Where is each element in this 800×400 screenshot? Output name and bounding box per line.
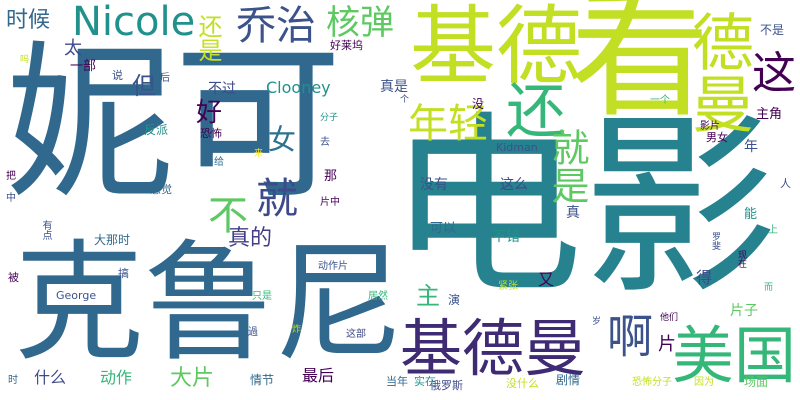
word-dongzuopian: 动作片 (318, 261, 348, 272)
word-yibu: 一部 (70, 59, 97, 74)
word-qiaozhi: 乔治 (236, 3, 316, 49)
word-yige: 一个 (650, 95, 670, 106)
word-a: 啊 (600, 312, 654, 358)
word-guo: 過 (248, 327, 258, 338)
word-zha: 炸 (292, 325, 302, 335)
word-shizai: 实在 (414, 375, 436, 388)
word-shenme: 什么 (34, 368, 67, 387)
word-dongzuo: 动作 (100, 368, 133, 387)
word-dan: 但 (132, 72, 156, 100)
word-ma: 吗 (20, 55, 30, 65)
word-youdian: 有点 (40, 220, 51, 240)
word-hedan: 核弹 (326, 3, 394, 43)
word-ba: 把 (6, 171, 16, 182)
word-clooney: Clooney (266, 78, 331, 97)
word-bu: 不 (208, 193, 248, 239)
word-you: 又 (538, 270, 555, 289)
word-buguo: 不过 (208, 81, 236, 97)
word-de: 得 (696, 268, 713, 287)
word-deman-vertical: 德曼 (681, 10, 754, 134)
word-kan: 看 (570, 0, 711, 137)
word-haolaiwu: 好莱坞 (330, 39, 363, 52)
word-jide: 基德 (410, 0, 582, 97)
word-zhenshi: 真是 (380, 79, 408, 95)
word-nian: 年 (744, 139, 758, 155)
word-gei: 给 (214, 157, 224, 168)
word-nianqing: 年轻 (408, 101, 488, 147)
word-meishenme: 没什么 (506, 377, 539, 390)
word-dangnian: 当年 (386, 375, 408, 388)
word-pianzi: 片子 (730, 303, 758, 319)
word-fanpai: 反派 (144, 123, 169, 137)
word-zhujue: 主角 (756, 107, 783, 122)
word-yingpian: 影片 (700, 121, 720, 132)
word-nike: 妮可 (6, 26, 342, 222)
word-eluosi: 俄罗斯 (430, 379, 463, 392)
word-kelunni: 克鲁尼 (14, 227, 405, 379)
word-qingjie: 情节 (250, 373, 275, 387)
word-huan: 还 (506, 77, 566, 147)
word-haishi: 还是 (194, 14, 222, 62)
word-zhende: 真的 (228, 226, 273, 251)
word-nannv: 男女 (706, 131, 728, 144)
word-meiyou: 没有 (420, 177, 448, 193)
word-shang: 上 (768, 225, 778, 236)
word-zuihou: 最后 (302, 366, 335, 385)
word-changmian: 场面 (744, 375, 769, 389)
word-dapian: 大片 (170, 366, 215, 391)
word-ge: 个 (400, 95, 410, 105)
word-sui: 岁 (592, 317, 602, 327)
word-zhebu: 这部 (346, 329, 366, 340)
word-zheme: 这么 (500, 177, 528, 193)
word-er: 而 (764, 283, 774, 293)
word-mei: 没 (472, 97, 485, 111)
word-lai: 来 (254, 149, 264, 159)
word-nv: 女 (268, 123, 297, 156)
word-zhong: 中 (6, 193, 16, 204)
word-yinwei: 因为 (694, 377, 714, 388)
word-ganjue: 感觉 (150, 183, 172, 196)
word-luofei: 罗斐 (710, 232, 720, 250)
word-shuo: 说 (112, 69, 123, 82)
word-zhu: 主 (416, 282, 440, 310)
word-qu: 去 (320, 137, 330, 148)
word-shi: 时 (8, 375, 18, 386)
word-tai: 太 (64, 38, 82, 59)
word-keyi: 可以 (430, 221, 457, 236)
word-pian: 片 (658, 334, 676, 355)
word-george: George (56, 289, 97, 302)
word-neng: 能 (744, 207, 758, 222)
word-tamen: 他们 (660, 313, 679, 323)
word-pianzhong: 片中 (320, 197, 340, 208)
word-jiushi: 就是 (545, 128, 589, 204)
word-juqing: 剧情 (556, 373, 581, 387)
word-kongbu: 恐怖 (200, 127, 222, 140)
word-bushi: 不是 (760, 23, 785, 37)
word-hao: 好 (196, 98, 223, 128)
word-kongbufenzi: 恐怖分子 (632, 377, 672, 388)
word-zhen: 真 (566, 205, 580, 221)
word-zhishi: 只是 (252, 291, 272, 302)
word-bei: 被 (8, 271, 19, 284)
word-kidman: Kidman (496, 141, 538, 154)
word-gao: 搞 (118, 267, 129, 280)
word-zhe: 这 (752, 48, 796, 99)
word-shihou: 时候 (6, 8, 51, 33)
word-jinzhang: 紧张 (498, 281, 518, 292)
word-nicole: Nicole (72, 0, 196, 45)
word-na: 那 (324, 169, 338, 184)
word-bucuo: 不错 (492, 229, 520, 245)
word-dana: 大那时 (94, 233, 131, 247)
word-fenzi: 分子 (320, 113, 339, 123)
word-hou: 后 (160, 73, 170, 84)
word-meiguo: 美国 (672, 319, 797, 392)
word-xianzai: 现在 (736, 250, 746, 268)
word-dianying: 电影 (388, 94, 778, 321)
word-ren: 人 (780, 177, 791, 190)
word-jiu: 就 (256, 174, 299, 223)
word-yan: 演 (448, 293, 461, 307)
word-jideman-big: 基德曼 (400, 312, 587, 385)
word-juran: 居然 (368, 291, 388, 302)
